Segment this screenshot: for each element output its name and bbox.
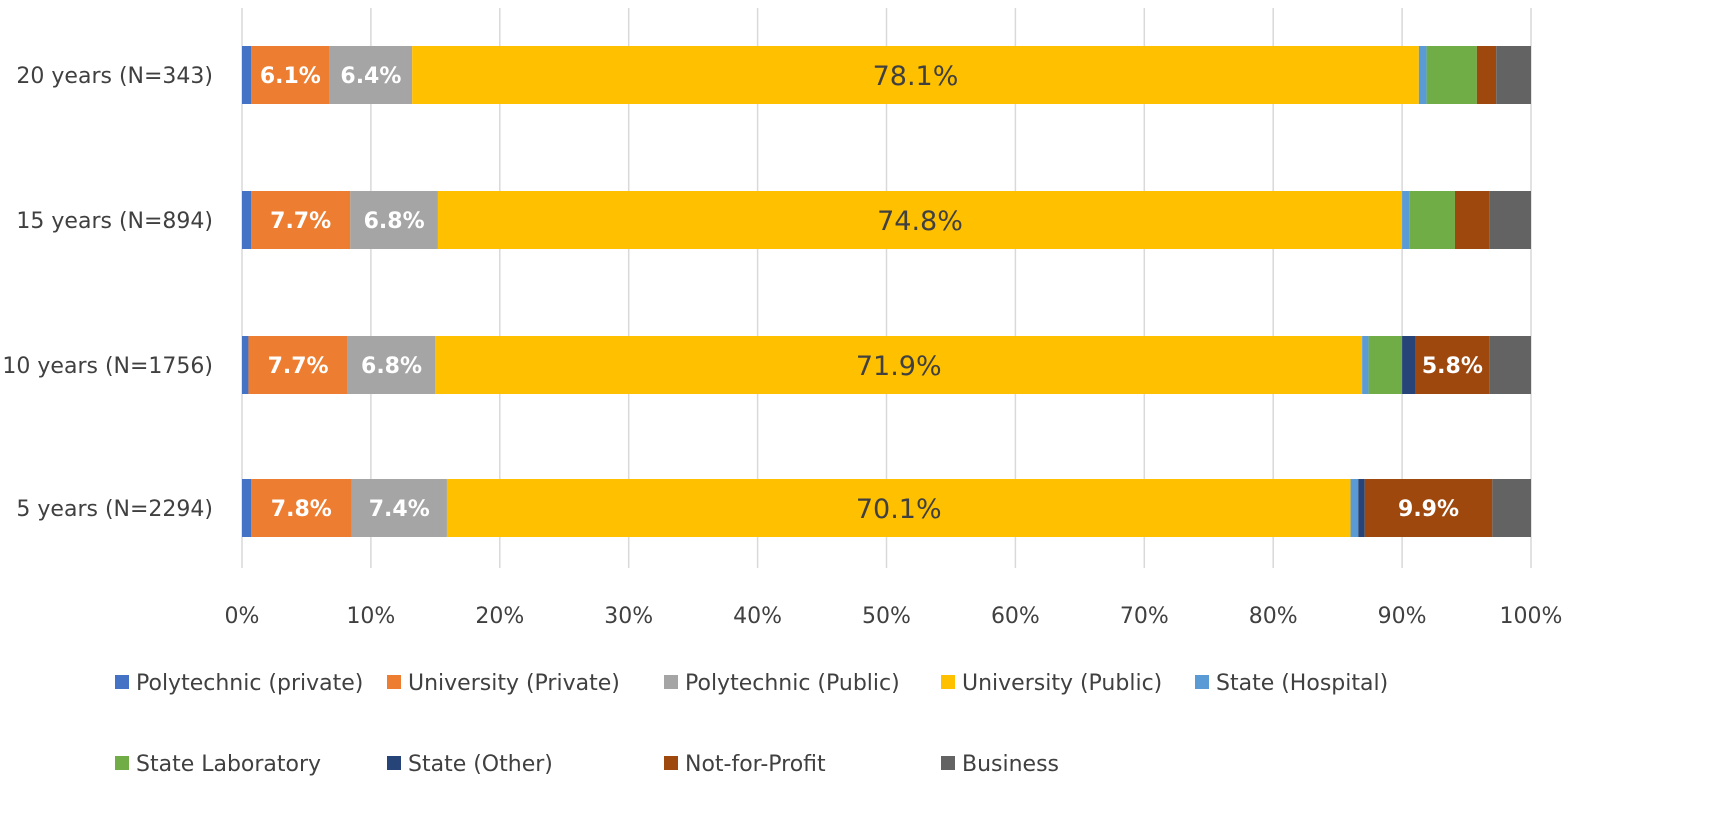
category-label: 20 years (N=343) xyxy=(16,64,213,89)
legend-swatch xyxy=(115,756,129,770)
bar-segment xyxy=(435,336,1363,394)
legend-entry: University (Public) xyxy=(962,671,1162,696)
category-label: 5 years (N=2294) xyxy=(16,497,213,522)
segment-labels: 6.1% 6.4% 78.1% 7.7% 6.8% 74.8% 7.7% 6.8% 71.9% 5… xyxy=(260,61,1483,525)
x-tick-label: 40% xyxy=(733,604,782,629)
x-tick-label: 0% xyxy=(225,604,260,629)
bar-segment xyxy=(242,46,252,104)
legend-entry: State Laboratory xyxy=(136,752,321,777)
x-tick-label: 80% xyxy=(1249,604,1298,629)
data-label: 5.8% xyxy=(1422,354,1483,379)
x-tick-label: 60% xyxy=(991,604,1040,629)
x-tick-label: 70% xyxy=(1120,604,1169,629)
x-tick-label: 50% xyxy=(862,604,911,629)
legend-swatch xyxy=(941,675,955,689)
data-label: 6.8% xyxy=(361,354,422,379)
legend-swatch xyxy=(115,675,129,689)
x-tick-label: 10% xyxy=(346,604,395,629)
legend-entry: Polytechnic (Public) xyxy=(685,671,900,696)
bar-segment xyxy=(1496,46,1531,104)
data-label: 7.7% xyxy=(270,209,331,234)
bar-segment xyxy=(1362,336,1369,394)
legend-entry: State (Hospital) xyxy=(1216,671,1388,696)
bar-segment xyxy=(446,479,1351,537)
bar-segment xyxy=(1489,336,1531,394)
bar-segment xyxy=(350,191,438,249)
x-tick-label: 90% xyxy=(1378,604,1427,629)
legend-entry: Polytechnic (private) xyxy=(136,671,363,696)
bar-segment xyxy=(1476,46,1497,104)
legend-swatch xyxy=(387,675,401,689)
bar-segment xyxy=(351,479,447,537)
x-tick-label: 30% xyxy=(604,604,653,629)
bar-segment xyxy=(437,191,1403,249)
bar-segment xyxy=(242,191,252,249)
bar-segment xyxy=(329,46,413,104)
bar-segment xyxy=(347,336,436,394)
x-axis-tick-labels: 0% 10% 20% 30% 40% 50% 60% 70% 80% 90% 100% xyxy=(225,604,1563,629)
bar-segment xyxy=(251,479,352,537)
bar-segment xyxy=(1358,479,1365,537)
legend: Polytechnic (private) University (Private… xyxy=(115,671,1388,777)
legend-entry: University (Private) xyxy=(408,671,620,696)
bar-segment xyxy=(1409,191,1455,249)
x-tick-label: 20% xyxy=(475,604,524,629)
data-label: 7.8% xyxy=(271,497,332,522)
legend-entry: Not-for-Profit xyxy=(685,752,826,777)
data-label: 6.4% xyxy=(340,64,401,89)
category-label: 15 years (N=894) xyxy=(16,209,213,234)
bar-segment xyxy=(412,46,1419,104)
bar-segment xyxy=(1350,479,1359,537)
legend-swatch xyxy=(664,756,678,770)
bar-segment xyxy=(242,479,252,537)
bar-segment xyxy=(1402,191,1410,249)
legend-entry: Business xyxy=(962,752,1059,777)
legend-swatch xyxy=(1195,675,1209,689)
bar-segment xyxy=(242,336,249,394)
data-label: 9.9% xyxy=(1398,497,1459,522)
bar-segment xyxy=(1414,336,1490,394)
data-label: 6.1% xyxy=(260,64,321,89)
data-label: 71.9% xyxy=(856,351,942,382)
category-labels: 20 years (N=343) 15 years (N=894) 10 years… xyxy=(2,64,213,522)
data-label: 70.1% xyxy=(856,494,942,525)
legend-entry: State (Other) xyxy=(408,752,553,777)
bar-segment xyxy=(1492,479,1531,537)
data-label: 7.7% xyxy=(268,354,329,379)
bar-segment xyxy=(248,336,348,394)
bar-segment xyxy=(1489,191,1531,249)
bar-segment xyxy=(251,46,330,104)
data-label: 78.1% xyxy=(873,61,959,92)
bar-segment xyxy=(1364,479,1493,537)
data-label: 74.8% xyxy=(877,206,963,237)
bars xyxy=(242,46,1531,537)
legend-swatch xyxy=(941,756,955,770)
data-label: 6.8% xyxy=(364,209,425,234)
bar-segment xyxy=(1426,46,1477,104)
x-tick-label: 100% xyxy=(1500,604,1563,629)
legend-swatch xyxy=(664,675,678,689)
bar-segment xyxy=(1368,336,1403,394)
legend-swatch xyxy=(387,756,401,770)
bar-segment xyxy=(251,191,351,249)
bar-segment xyxy=(1454,191,1490,249)
category-label: 10 years (N=1756) xyxy=(2,354,213,379)
bar-segment xyxy=(1402,336,1415,394)
data-label: 7.4% xyxy=(369,497,430,522)
bar-segment xyxy=(1418,46,1427,104)
